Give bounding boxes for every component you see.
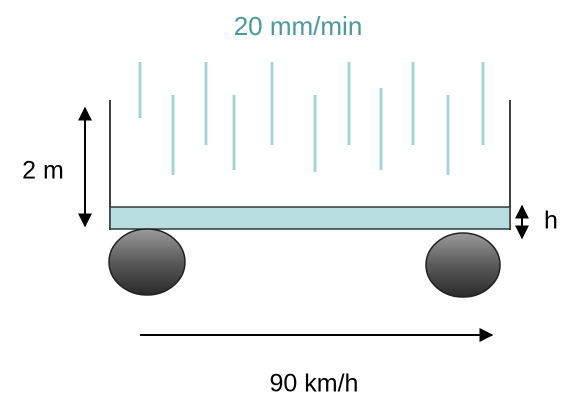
speed-label: 90 km/h xyxy=(270,370,359,398)
water-layer xyxy=(109,206,511,230)
rain-rate: 20 mm/min xyxy=(234,11,363,41)
rain xyxy=(138,62,485,175)
wheel xyxy=(108,228,186,296)
height-label: 2 m xyxy=(22,157,64,185)
wheel xyxy=(425,232,501,298)
depth-label: h xyxy=(544,207,558,235)
